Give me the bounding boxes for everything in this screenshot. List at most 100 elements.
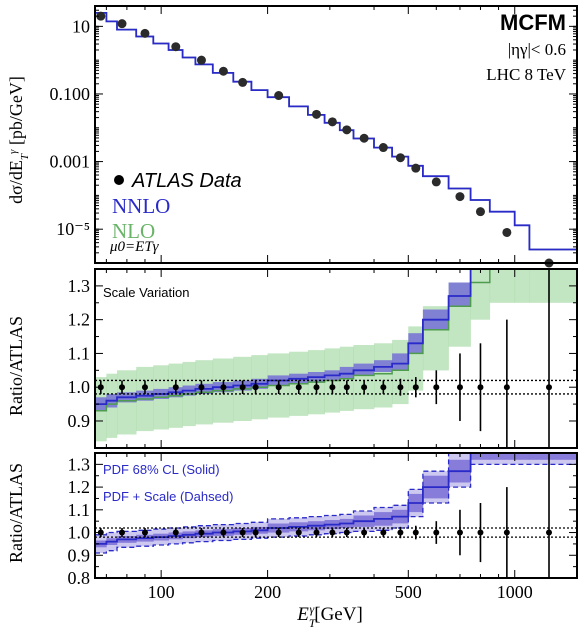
y-tick-label: 0.9 — [68, 545, 91, 565]
y-tick-label: 0.100 — [50, 84, 91, 104]
data-point — [119, 384, 126, 391]
y-tick-label: 10⁻⁵ — [56, 219, 90, 239]
data-point — [220, 529, 227, 536]
y-tick-label: 1.1 — [68, 500, 91, 520]
nnlo-scale-band — [392, 353, 409, 371]
nnlo-scale-band — [448, 282, 471, 307]
data-point — [327, 117, 337, 127]
y-tick-label: 1.1 — [68, 343, 91, 363]
x-tick-label: 1000 — [497, 582, 533, 602]
data-point — [252, 384, 259, 391]
data-point — [274, 91, 284, 101]
pdf-band — [529, 453, 578, 460]
y-tick-label: 0.001 — [50, 152, 91, 172]
x-tick-label: 100 — [148, 582, 175, 602]
data-point — [239, 384, 246, 391]
data-point — [456, 529, 463, 536]
bottom-panel-frame — [94, 452, 578, 579]
data-point — [117, 19, 127, 29]
pdf-band — [514, 453, 530, 460]
y-tick-label: 1.2 — [68, 477, 91, 497]
y-tick-label: 0.8 — [68, 568, 91, 588]
data-point — [477, 384, 484, 391]
data-point — [140, 28, 150, 38]
nnlo-scale-band — [339, 366, 354, 379]
data-point — [252, 529, 259, 536]
data-point — [359, 133, 369, 143]
collider-label: LHC 8 TeV — [486, 65, 566, 84]
data-point — [433, 529, 440, 536]
pdf-dashed-label: PDF + Scale (Dahsed) — [103, 489, 233, 504]
data-point — [477, 529, 484, 536]
data-point — [119, 529, 126, 536]
data-point — [311, 109, 321, 119]
y-tick-label: 1.0 — [68, 377, 91, 397]
data-point — [239, 529, 246, 536]
nlo-scale-band — [514, 269, 530, 303]
pdf-solid-label: PDF 68% CL (Solid) — [103, 462, 220, 477]
nlo-scale-band — [374, 343, 393, 408]
bands-layer — [95, 269, 578, 553]
y-tick-label: 1.2 — [68, 310, 91, 330]
y-tick-label: 0.9 — [68, 411, 91, 431]
axes-layer — [94, 5, 578, 579]
data-point — [411, 163, 421, 173]
text-layer: 100.1000.00110⁻⁵0.91.01.11.21.30.80.91.0… — [50, 16, 533, 602]
data-point — [141, 384, 148, 391]
data-point — [141, 529, 148, 536]
data-point — [172, 529, 179, 536]
top-y-axis-label: dσ/dETγ [pb/GeV] — [6, 76, 31, 204]
data-point — [433, 384, 440, 391]
y-tick-label: 1.0 — [68, 523, 91, 543]
data-point — [412, 384, 419, 391]
data-point — [395, 153, 405, 163]
data-point — [313, 384, 320, 391]
y-tick-label: 1.3 — [68, 276, 91, 296]
middle-panel-frame — [94, 268, 578, 449]
data-point — [397, 529, 404, 536]
nlo-scale-band — [470, 269, 491, 320]
nnlo-ratio-line — [95, 268, 577, 405]
x-tick-label: 200 — [254, 582, 281, 602]
nlo-scale-band — [353, 345, 375, 410]
pdf-band — [489, 453, 516, 460]
data-point — [380, 384, 387, 391]
data-point — [329, 529, 336, 536]
data-point — [198, 529, 205, 536]
data-point — [546, 529, 553, 536]
data-point — [361, 529, 368, 536]
bottom-y-axis-label: Ratio/ATLAS — [6, 463, 26, 563]
top-panel-frame — [94, 5, 578, 264]
data-point — [275, 529, 282, 536]
data-point — [275, 384, 282, 391]
data-point — [455, 192, 465, 202]
data-point — [218, 66, 228, 76]
data-point — [196, 55, 206, 65]
data-point — [313, 529, 320, 536]
data-point — [198, 384, 205, 391]
legend-data-marker — [114, 175, 124, 185]
middle-y-axis-label: Ratio/ATLAS — [6, 316, 26, 416]
data-point — [295, 384, 302, 391]
data-point — [343, 384, 350, 391]
y-tick-label: 10 — [72, 16, 90, 36]
nnlo-line — [95, 12, 577, 251]
data-point — [412, 529, 419, 536]
data-point — [172, 384, 179, 391]
legend-nlo-label: NLO — [112, 219, 155, 243]
legend-data-label: ATLAS Data — [131, 170, 242, 192]
data-point — [96, 11, 106, 21]
data-point — [503, 384, 510, 391]
data-point — [342, 125, 352, 135]
data-point — [431, 177, 441, 187]
x-tick-label: 500 — [395, 582, 422, 602]
cut-label: |ηγ|< 0.6 — [508, 40, 566, 59]
program-label: MCFM — [500, 10, 566, 35]
data-point — [329, 384, 336, 391]
data-point — [397, 384, 404, 391]
data-point — [238, 77, 248, 87]
pdf-center-line — [95, 452, 577, 545]
data-point — [475, 207, 485, 217]
scale-label: μ0=ETγ — [109, 239, 160, 255]
